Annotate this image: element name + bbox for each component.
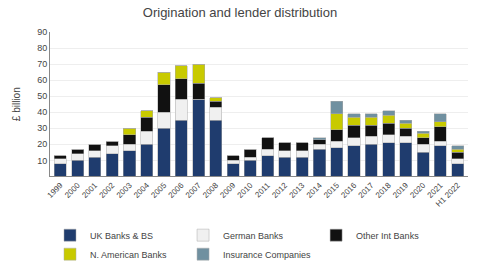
svg-text:2006: 2006	[167, 181, 186, 200]
svg-text:Insurance Companies: Insurance Companies	[223, 250, 311, 260]
svg-text:50: 50	[37, 91, 47, 101]
svg-text:2021: 2021	[426, 181, 445, 200]
svg-text:2017: 2017	[357, 181, 376, 200]
svg-text:2010: 2010	[236, 181, 255, 200]
svg-text:80: 80	[37, 43, 47, 53]
svg-text:2004: 2004	[132, 181, 151, 200]
svg-text:1999: 1999	[46, 181, 65, 200]
svg-text:40: 40	[37, 107, 47, 117]
svg-text:2001: 2001	[80, 181, 99, 200]
svg-text:2005: 2005	[149, 181, 168, 200]
svg-text:2007: 2007	[184, 181, 203, 200]
svg-text:2002: 2002	[97, 181, 116, 200]
svg-text:70: 70	[37, 59, 47, 69]
svg-text:2018: 2018	[374, 181, 393, 200]
svg-text:2020: 2020	[408, 181, 427, 200]
svg-text:2008: 2008	[201, 181, 220, 200]
svg-text:90: 90	[37, 27, 47, 37]
svg-text:2014: 2014	[305, 181, 324, 200]
svg-text:2012: 2012	[270, 181, 289, 200]
svg-text:N. American Banks: N. American Banks	[90, 250, 167, 260]
svg-text:2019: 2019	[391, 181, 410, 200]
svg-text:2011: 2011	[253, 181, 272, 200]
svg-text:2016: 2016	[339, 181, 358, 200]
svg-text:H1 2022: H1 2022	[434, 181, 462, 209]
svg-text:2015: 2015	[322, 181, 341, 200]
svg-text:Other Int Banks: Other Int Banks	[356, 231, 419, 241]
svg-text:10: 10	[37, 156, 47, 166]
svg-text:2003: 2003	[115, 181, 134, 200]
svg-text:60: 60	[37, 75, 47, 85]
svg-text:2009: 2009	[218, 181, 237, 200]
svg-text:German Banks: German Banks	[223, 231, 284, 241]
svg-text:£ billion: £ billion	[11, 87, 22, 121]
svg-text:UK Banks & BS: UK Banks & BS	[90, 231, 153, 241]
svg-text:Origination and lender distrib: Origination and lender distribution	[143, 5, 337, 20]
svg-text:2013: 2013	[287, 181, 306, 200]
svg-text:20: 20	[37, 139, 47, 149]
svg-text:30: 30	[37, 123, 47, 133]
svg-text:2000: 2000	[63, 181, 82, 200]
